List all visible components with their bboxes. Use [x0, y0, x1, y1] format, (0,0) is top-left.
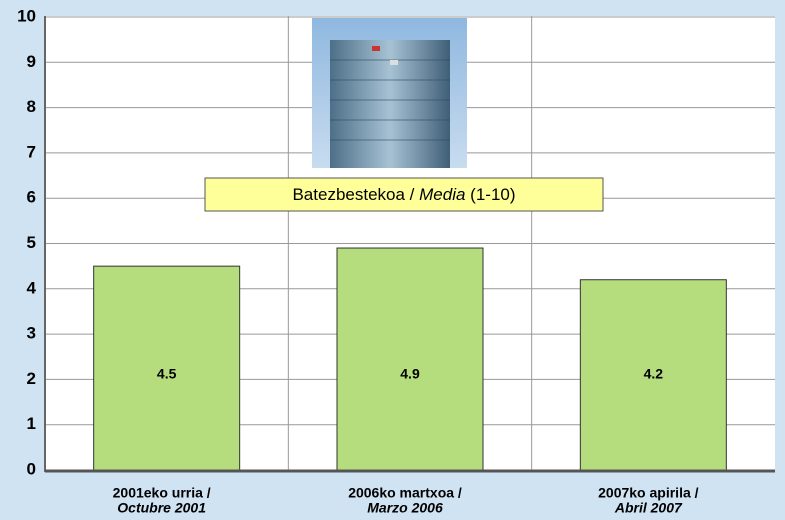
y-tick-label: 5: [27, 233, 36, 252]
y-tick-label: 3: [27, 324, 36, 343]
y-tick-label: 10: [17, 6, 36, 25]
y-tick-label: 1: [27, 414, 36, 433]
bars: 4.5 4.9 4.2: [94, 248, 727, 470]
legend-label: Batezbestekoa / Media (1-10): [292, 185, 515, 204]
x-tick-label: Abril 2007: [614, 500, 683, 516]
x-tick-label: 2001eko urria /: [113, 485, 211, 501]
value-label: 4.5: [157, 366, 177, 382]
legend-text: Batezbestekoa /: [292, 185, 414, 204]
y-tick-label: 8: [27, 97, 36, 116]
x-tick-label: Octubre 2001: [117, 500, 206, 516]
page: 4.5 4.9 4.2 Batezbestekoa / Media (1-10) 0…: [0, 0, 785, 520]
value-label: 4.9: [400, 366, 420, 382]
y-tick-label: 2: [27, 369, 36, 388]
y-tick-label: 6: [27, 188, 36, 207]
value-label: 4.2: [644, 366, 664, 382]
chart: 4.5 4.9 4.2 Batezbestekoa / Media (1-10) 0…: [0, 0, 785, 520]
legend: Batezbestekoa / Media (1-10): [205, 178, 603, 211]
y-tick-label: 9: [27, 52, 36, 71]
x-tick-label: 2007ko apirila /: [598, 485, 699, 501]
y-tick-label: 7: [27, 142, 36, 161]
x-tick-label: 2006ko martxoa /: [348, 485, 462, 501]
bar: [337, 248, 483, 470]
legend-text: (1-10): [470, 185, 515, 204]
photo: [312, 18, 467, 168]
y-tick-label: 4: [27, 278, 37, 297]
y-tick-label: 0: [27, 459, 36, 478]
x-tick-label: Marzo 2006: [367, 500, 443, 516]
legend-text: Media: [419, 185, 465, 204]
